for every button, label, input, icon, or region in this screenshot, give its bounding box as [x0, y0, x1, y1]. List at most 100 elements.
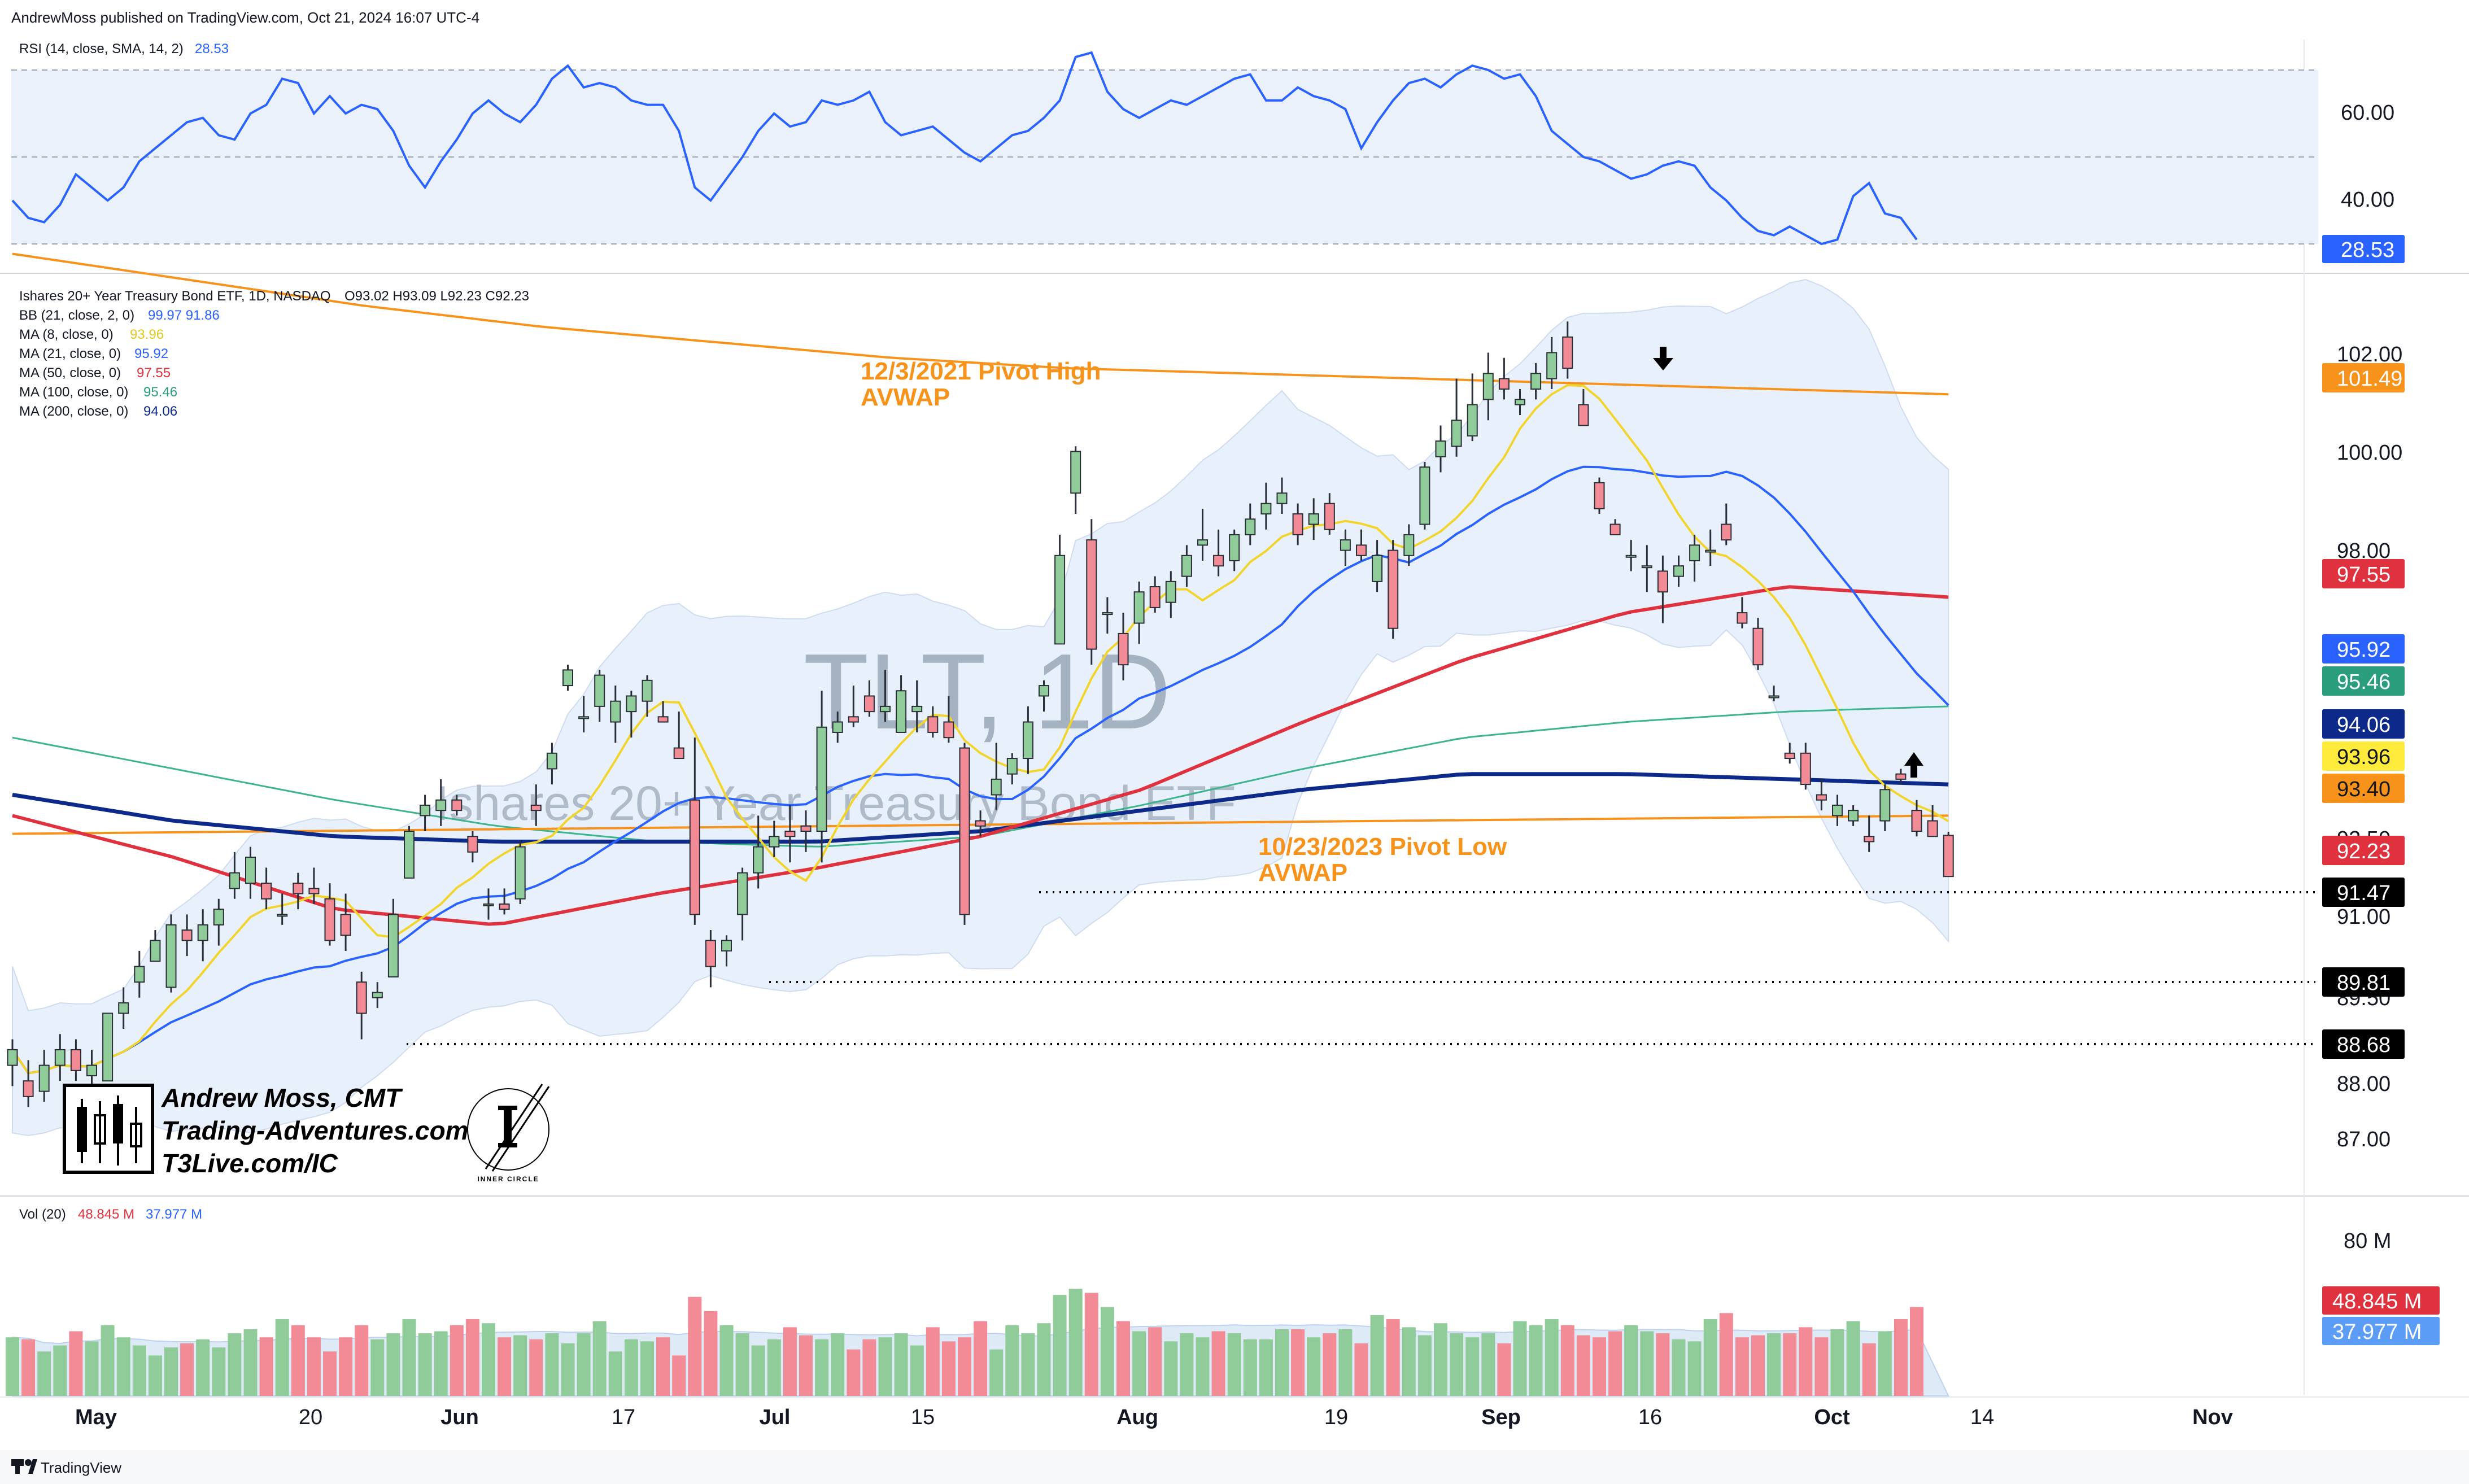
price-panel: TLT, 1D Ishares 20+ Year Treasury Bond E… — [7, 252, 2405, 1183]
volume-bar — [767, 1339, 781, 1396]
candle — [689, 737, 700, 925]
candle — [610, 686, 621, 743]
candle — [943, 696, 954, 743]
avwap-low-label-2: AVWAP — [1258, 859, 1347, 887]
candle — [626, 691, 637, 738]
volume-bar — [974, 1321, 988, 1396]
candle — [293, 872, 304, 910]
volume-bar — [1878, 1331, 1892, 1396]
candle-body — [23, 1080, 34, 1097]
volume-bar — [608, 1351, 622, 1396]
candle — [451, 795, 463, 816]
volume-bar — [1370, 1315, 1384, 1396]
candle-body — [880, 705, 891, 713]
volume-bar — [1291, 1329, 1305, 1396]
author-site: Trading-Adventures.com — [162, 1116, 469, 1145]
candle-body — [1657, 570, 1668, 593]
candle-body — [1673, 565, 1684, 577]
candle-body — [1006, 758, 1018, 775]
volume-bar — [1624, 1325, 1638, 1396]
candle — [880, 670, 891, 722]
candle-body — [1388, 549, 1399, 629]
candle-body — [1324, 503, 1335, 530]
volume-bar — [1037, 1323, 1051, 1396]
volume-bar — [1799, 1327, 1813, 1396]
candle — [372, 982, 383, 1009]
candle-body — [1039, 685, 1049, 697]
candle-body — [1245, 518, 1256, 535]
candle-body — [1292, 513, 1303, 535]
volume-bar — [592, 1321, 607, 1396]
legend-ma50-value: 97.55 — [137, 365, 171, 381]
candle — [7, 1039, 18, 1086]
volume-bar — [482, 1323, 495, 1396]
x-label-jul: Jul — [760, 1406, 791, 1429]
candle — [848, 686, 859, 727]
candle — [896, 675, 907, 733]
vol-legend-name: Vol (20) — [19, 1207, 66, 1222]
volume-bar — [1783, 1333, 1797, 1396]
candle — [404, 826, 415, 879]
candle — [832, 712, 843, 743]
candle-body — [1403, 534, 1415, 556]
price-label-89-81: 89.81 — [2322, 967, 2405, 997]
candle — [70, 1039, 81, 1081]
candle-body — [800, 825, 812, 832]
candle-body — [1911, 810, 1922, 832]
candle — [991, 743, 1002, 811]
candle-body — [657, 716, 669, 723]
legend-bb-values: 99.97 91.86 — [148, 308, 220, 323]
candle — [800, 810, 812, 852]
candle-body — [1102, 612, 1113, 616]
candle — [1086, 519, 1097, 665]
candle-body — [610, 700, 621, 723]
candle — [721, 935, 732, 967]
candle — [245, 846, 256, 899]
candle-body — [213, 909, 224, 926]
volume-bar — [941, 1341, 956, 1396]
candle-body — [1864, 836, 1875, 843]
candle-body — [1562, 336, 1573, 369]
candle-body — [181, 929, 193, 941]
candle — [499, 888, 510, 915]
volume-bar — [656, 1337, 670, 1396]
candle — [308, 867, 320, 904]
candle-body — [578, 716, 590, 719]
candle — [1372, 540, 1383, 592]
candle-body — [499, 903, 510, 910]
candle — [229, 852, 240, 899]
candle — [1451, 378, 1462, 457]
watermark-name: Ishares 20+ Year Treasury Bond ETF — [435, 776, 1236, 831]
candle — [769, 820, 780, 858]
candle — [816, 691, 827, 863]
footer-brand: TradingView — [41, 1459, 121, 1476]
candle-body — [54, 1049, 66, 1066]
vol-label-current: 48.845 M — [2322, 1286, 2440, 1315]
candle — [150, 930, 161, 962]
volume-bar — [418, 1333, 432, 1396]
volume-bar — [1862, 1343, 1876, 1396]
volume-bar — [101, 1325, 115, 1396]
candle — [642, 675, 653, 717]
price-label-93-40: 93.40 — [2322, 774, 2405, 803]
candle-body — [324, 898, 335, 941]
volume-bar — [1196, 1337, 1210, 1396]
candle — [657, 701, 669, 723]
candle — [1816, 779, 1827, 811]
x-label-sep: Sep — [1481, 1406, 1521, 1429]
legend-ma8: MA (8, close, 0) — [19, 327, 114, 342]
candle — [1578, 389, 1589, 426]
volume-bar — [1846, 1321, 1860, 1396]
candle — [1879, 784, 1891, 831]
candle-body — [165, 924, 177, 988]
volume-bar — [228, 1333, 242, 1396]
svg-text:48.845 M: 48.845 M — [2332, 1290, 2422, 1313]
candle — [514, 841, 526, 904]
legend-bb: BB (21, close, 2, 0) — [19, 308, 134, 323]
candle — [181, 914, 193, 957]
legend-symbol: Ishares 20+ Year Treasury Bond ETF, 1D, … — [19, 289, 331, 304]
svg-text:93.40: 93.40 — [2337, 778, 2391, 801]
candle — [1752, 618, 1764, 670]
volume-bar — [1830, 1329, 1844, 1396]
candle-body — [1372, 555, 1383, 582]
